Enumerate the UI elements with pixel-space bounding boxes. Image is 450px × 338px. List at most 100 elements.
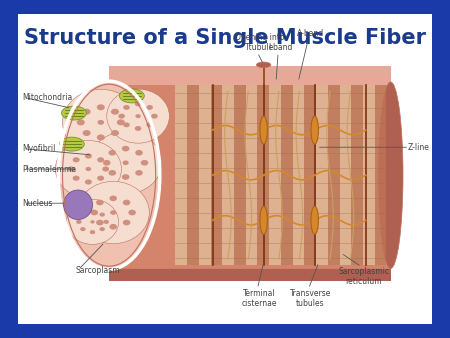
Ellipse shape	[311, 116, 319, 144]
Text: Transverse
tubules: Transverse tubules	[290, 289, 331, 308]
Polygon shape	[109, 268, 391, 281]
Text: Opening into
Ttubule: Opening into Ttubule	[235, 33, 284, 52]
Ellipse shape	[311, 206, 319, 234]
Polygon shape	[109, 82, 391, 268]
Ellipse shape	[146, 105, 153, 110]
Ellipse shape	[55, 141, 122, 197]
Polygon shape	[234, 85, 246, 265]
Polygon shape	[176, 85, 187, 265]
Ellipse shape	[73, 157, 80, 162]
Ellipse shape	[90, 230, 95, 234]
Ellipse shape	[85, 153, 92, 159]
Ellipse shape	[107, 89, 169, 143]
Ellipse shape	[90, 210, 98, 215]
Polygon shape	[246, 85, 257, 265]
Polygon shape	[304, 85, 316, 265]
Polygon shape	[363, 85, 375, 265]
Ellipse shape	[110, 210, 116, 215]
Polygon shape	[269, 85, 281, 265]
Polygon shape	[281, 85, 292, 265]
Ellipse shape	[97, 157, 104, 162]
Ellipse shape	[63, 190, 93, 220]
Ellipse shape	[62, 106, 86, 120]
Ellipse shape	[85, 179, 92, 185]
Polygon shape	[328, 85, 340, 265]
Ellipse shape	[59, 137, 84, 151]
Ellipse shape	[90, 131, 162, 194]
Text: Z-line: Z-line	[407, 143, 429, 152]
Ellipse shape	[123, 220, 130, 225]
Ellipse shape	[141, 160, 148, 166]
Ellipse shape	[122, 161, 129, 165]
Ellipse shape	[109, 224, 117, 230]
Polygon shape	[375, 85, 387, 265]
Polygon shape	[109, 66, 391, 85]
Ellipse shape	[123, 105, 130, 110]
Ellipse shape	[97, 104, 105, 110]
Ellipse shape	[90, 210, 95, 214]
Ellipse shape	[76, 220, 81, 224]
Text: Mitochondria: Mitochondria	[22, 93, 72, 102]
Ellipse shape	[68, 166, 75, 172]
Ellipse shape	[111, 130, 119, 136]
Polygon shape	[340, 85, 351, 265]
Text: Sarcoplasmic
reticulum: Sarcoplasmic reticulum	[338, 267, 389, 286]
Ellipse shape	[122, 146, 130, 151]
Text: Terminal
cisternae: Terminal cisternae	[242, 289, 277, 308]
Ellipse shape	[151, 114, 158, 119]
Text: Sarcoplasm: Sarcoplasm	[76, 266, 121, 274]
Polygon shape	[316, 85, 328, 265]
Polygon shape	[187, 85, 199, 265]
Polygon shape	[199, 85, 211, 265]
Ellipse shape	[256, 62, 271, 68]
Ellipse shape	[99, 213, 105, 217]
Ellipse shape	[260, 206, 267, 234]
Ellipse shape	[73, 176, 80, 181]
Text: Plasmalemma: Plasmalemma	[22, 165, 76, 173]
Polygon shape	[257, 85, 269, 265]
Ellipse shape	[135, 101, 141, 106]
Ellipse shape	[99, 227, 105, 231]
Ellipse shape	[67, 199, 119, 244]
Ellipse shape	[96, 220, 104, 225]
Polygon shape	[222, 85, 234, 265]
Ellipse shape	[63, 89, 139, 155]
Ellipse shape	[86, 167, 91, 171]
Ellipse shape	[103, 160, 111, 166]
Ellipse shape	[122, 174, 130, 180]
Ellipse shape	[260, 116, 267, 144]
Polygon shape	[176, 85, 387, 265]
Ellipse shape	[135, 126, 141, 131]
Ellipse shape	[117, 119, 125, 125]
Ellipse shape	[77, 182, 149, 244]
Ellipse shape	[80, 213, 86, 217]
Ellipse shape	[104, 220, 109, 224]
Polygon shape	[292, 85, 304, 265]
Ellipse shape	[146, 122, 153, 127]
Ellipse shape	[108, 150, 116, 155]
Ellipse shape	[111, 109, 119, 115]
Text: Structure of a Single Muscle Fiber: Structure of a Single Muscle Fiber	[24, 27, 426, 48]
Text: Nucleus: Nucleus	[22, 199, 53, 208]
Ellipse shape	[80, 227, 86, 231]
Ellipse shape	[135, 170, 143, 176]
Ellipse shape	[98, 120, 104, 125]
Text: A-band: A-band	[297, 29, 324, 39]
Text: Myofibril: Myofibril	[22, 144, 55, 153]
Ellipse shape	[378, 82, 403, 268]
Ellipse shape	[118, 114, 125, 119]
Ellipse shape	[83, 109, 90, 115]
Ellipse shape	[119, 89, 144, 103]
Ellipse shape	[135, 150, 143, 155]
Ellipse shape	[83, 130, 90, 136]
Ellipse shape	[108, 170, 116, 176]
Ellipse shape	[102, 166, 109, 172]
Ellipse shape	[59, 82, 159, 268]
FancyBboxPatch shape	[18, 14, 432, 324]
Ellipse shape	[97, 176, 104, 181]
Ellipse shape	[96, 200, 104, 206]
Polygon shape	[211, 85, 222, 265]
Ellipse shape	[123, 200, 130, 206]
Ellipse shape	[128, 210, 136, 215]
Ellipse shape	[123, 122, 130, 127]
